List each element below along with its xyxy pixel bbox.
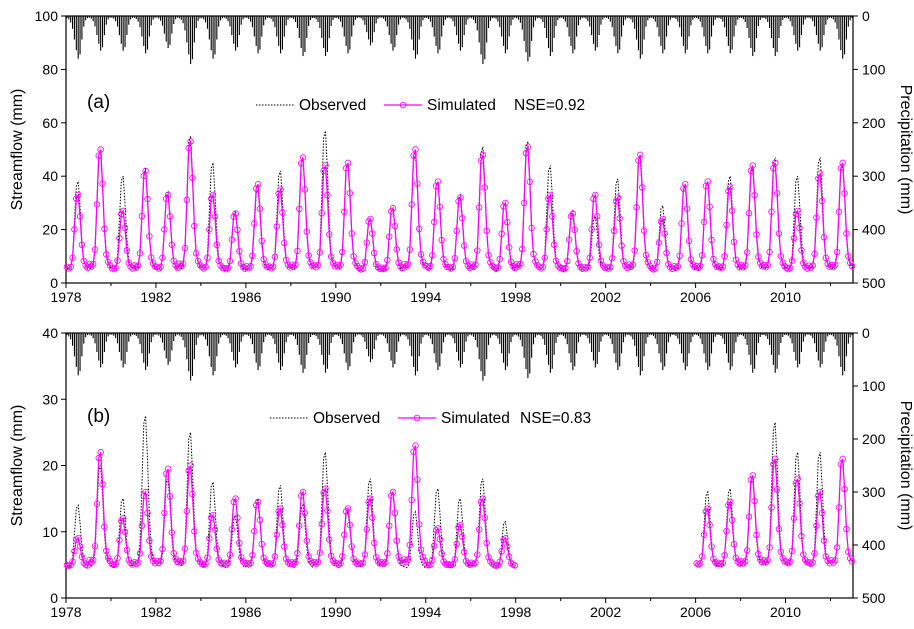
precipitation-bars — [67, 333, 852, 381]
y2-tick-label: 0 — [862, 8, 870, 24]
series-line — [67, 416, 515, 568]
legend: Observed Simulated NSE=0.83 — [270, 410, 591, 427]
y2-tick-label: 400 — [862, 222, 886, 238]
legend-label: Observed — [313, 410, 380, 427]
x-tick-label: 1990 — [320, 289, 351, 305]
legend-label: Observed — [299, 97, 366, 114]
x-tick-label: 1982 — [140, 604, 171, 620]
x-tick-label: 2006 — [680, 289, 711, 305]
y-tick-label: 80 — [42, 61, 58, 77]
y-axis-title: Streamflow (mm) — [9, 89, 26, 211]
y2-tick-label: 200 — [862, 431, 886, 447]
series-line — [67, 446, 515, 566]
y2-tick-label: 200 — [862, 115, 886, 131]
x-tick-label: 1998 — [500, 604, 531, 620]
x-tick-label: 1990 — [320, 604, 351, 620]
x-tick-label: 2006 — [680, 604, 711, 620]
series-simulated — [64, 139, 855, 273]
legend: Observed Simulated NSE=0.92 — [256, 97, 585, 114]
y2-tick-label: 500 — [862, 275, 886, 291]
x-tick-label: 2010 — [770, 604, 801, 620]
y-tick-label: 20 — [42, 458, 58, 474]
series-simulated — [64, 443, 855, 569]
y2-tick-label: 100 — [862, 61, 886, 77]
y2-tick-label: 300 — [862, 168, 886, 184]
y2-axis-title: Precipitation (mm) — [897, 401, 914, 531]
y-tick-label: 40 — [42, 325, 58, 341]
x-tick-label: 1978 — [50, 604, 81, 620]
y2-tick-label: 100 — [862, 378, 886, 394]
x-tick-label: 1986 — [230, 289, 261, 305]
x-tick-label: 2002 — [590, 604, 621, 620]
y2-tick-label: 0 — [862, 325, 870, 341]
chart-panel-b: 010203040 01002003004005001978 1982 1986 199… — [9, 325, 914, 620]
y-tick-label: 10 — [42, 524, 58, 540]
y2-tick-label: 500 — [862, 590, 886, 606]
y2-tick-label: 400 — [862, 537, 886, 553]
y-tick-label: 60 — [42, 115, 58, 131]
y-tick-label: 20 — [42, 222, 58, 238]
series-line — [697, 422, 830, 567]
x-tick-label: 1982 — [140, 289, 171, 305]
nse-annotation: NSE=0.92 — [514, 97, 585, 114]
x-tick-label: 1986 — [230, 604, 261, 620]
precipitation-bars — [67, 16, 852, 64]
x-tick-label: 1998 — [500, 289, 531, 305]
x-tick-label: 1978 — [50, 289, 81, 305]
series-observed — [67, 416, 830, 568]
y-tick-label: 100 — [35, 8, 59, 24]
x-tick-label: 1994 — [410, 289, 441, 305]
y-axis-title: Streamflow (mm) — [9, 405, 26, 527]
legend-label: Simulated — [427, 97, 496, 114]
y-tick-label: 40 — [42, 168, 58, 184]
y2-axis-title: Precipitation (mm) — [897, 85, 914, 215]
legend-label: Simulated — [441, 410, 510, 427]
nse-annotation: NSE=0.83 — [520, 410, 591, 427]
y-tick-label: 30 — [42, 391, 58, 407]
y2-tick-label: 300 — [862, 484, 886, 500]
plot-frame — [66, 16, 853, 283]
x-tick-label: 2002 — [590, 289, 621, 305]
series-line — [67, 142, 852, 270]
panel-label: (a) — [87, 92, 110, 113]
series-line — [697, 459, 853, 565]
panel-label: (b) — [87, 406, 110, 427]
x-tick-label: 1994 — [410, 604, 441, 620]
x-tick-label: 2010 — [770, 289, 801, 305]
chart-panel-a: 0 20 40 60 80 100 0 100 200 300 400 500 1978 1982 1986… — [9, 8, 914, 305]
